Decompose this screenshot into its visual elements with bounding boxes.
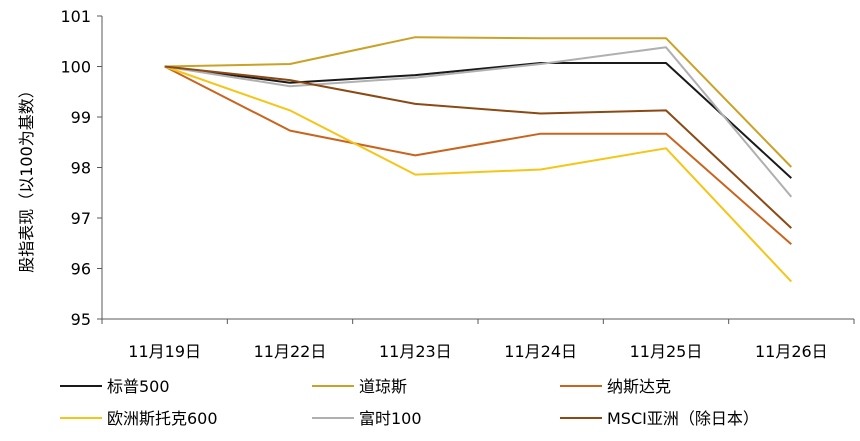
y-tick-label: 98 bbox=[71, 159, 91, 178]
legend-label: 标普500 bbox=[107, 377, 170, 396]
legend-label: 欧洲斯托克600 bbox=[107, 409, 218, 428]
x-tick-label: 11月23日 bbox=[379, 342, 452, 361]
x-tick-label: 11月26日 bbox=[755, 342, 828, 361]
x-tick-label: 11月19日 bbox=[128, 342, 201, 361]
series-line-3 bbox=[164, 65, 792, 246]
legend-label: 富时100 bbox=[359, 409, 422, 428]
legend-label: MSCI亚洲（除日本） bbox=[607, 409, 759, 428]
y-tick-label: 95 bbox=[71, 310, 91, 329]
series-line-4 bbox=[164, 65, 793, 283]
series-line-2 bbox=[164, 36, 793, 168]
x-tick-label: 11月22日 bbox=[254, 342, 327, 361]
y-tick-label: 101 bbox=[60, 7, 91, 26]
x-tick-label: 11月24日 bbox=[504, 342, 577, 361]
x-axis: 11月19日 11月22日 11月23日 11月24日 11月25日 11月26日 bbox=[101, 318, 855, 361]
series-line-6 bbox=[164, 65, 792, 229]
x-tick-label: 11月25日 bbox=[630, 342, 703, 361]
y-tick-label: 97 bbox=[71, 209, 91, 228]
y-tick-label: 100 bbox=[60, 58, 91, 77]
y-tick-label: 96 bbox=[71, 260, 91, 279]
y-tick-label: 99 bbox=[71, 108, 91, 127]
legend-label: 纳斯达克 bbox=[607, 377, 671, 396]
y-axis-label: 股指表现（以100为基数） bbox=[17, 82, 36, 273]
series-line-1 bbox=[164, 62, 792, 179]
legend-label: 道琼斯 bbox=[359, 377, 407, 396]
y-axis: 95 96 97 98 99 100 101 bbox=[60, 7, 103, 329]
series-lines bbox=[164, 36, 793, 283]
series-line-5 bbox=[164, 46, 793, 198]
